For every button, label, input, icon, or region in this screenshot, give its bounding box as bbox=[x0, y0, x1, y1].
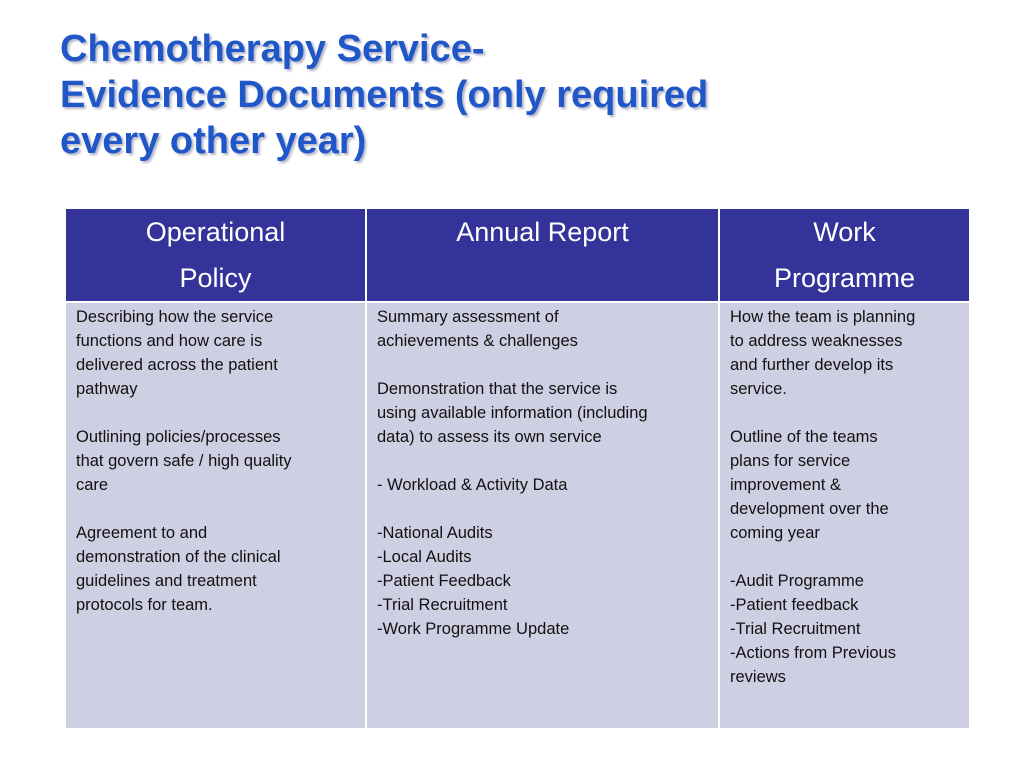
cell-line: Demonstration that the service is bbox=[377, 380, 618, 398]
slide-title: Chemotherapy Service- Evidence Documents… bbox=[60, 26, 960, 164]
cell-line: -Audit Programme bbox=[730, 572, 864, 590]
cell-line: achievements & challenges bbox=[377, 332, 578, 350]
cell-line: Operational bbox=[145, 217, 286, 247]
cell-line: Summary assessment of bbox=[377, 308, 559, 326]
cell-line: Programme bbox=[773, 263, 916, 293]
header-operational-policy: Operational Policy bbox=[64, 207, 367, 303]
cell-line: improvement & bbox=[730, 476, 841, 494]
cell-line: using available information (including bbox=[377, 404, 648, 422]
cell-line: coming year bbox=[730, 524, 820, 542]
title-line: Chemotherapy Service- bbox=[60, 28, 485, 70]
cell-operational-policy: Describing how the service functions and … bbox=[64, 301, 367, 730]
cell-line: Work bbox=[813, 217, 876, 247]
cell-line: and further develop its bbox=[730, 356, 894, 374]
cell-line: Policy bbox=[179, 263, 252, 293]
cell-line: to address weaknesses bbox=[730, 332, 903, 350]
cell-line bbox=[377, 449, 708, 473]
cell-line: -Work Programme Update bbox=[377, 620, 570, 638]
cell-line: delivered across the patient bbox=[76, 356, 278, 374]
cell-line bbox=[76, 401, 355, 425]
header-annual-report: Annual Report bbox=[365, 207, 720, 303]
cell-line bbox=[377, 353, 708, 377]
cell-line: -Trial Recruitment bbox=[730, 620, 861, 638]
cell-line: that govern safe / high quality bbox=[76, 452, 292, 470]
cell-line: development over the bbox=[730, 500, 889, 518]
title-line: Evidence Documents (only required bbox=[60, 74, 709, 116]
cell-line: reviews bbox=[730, 668, 786, 686]
header-work-programme: Work Programme bbox=[718, 207, 971, 303]
cell-line: care bbox=[76, 476, 109, 494]
cell-line: Outlining policies/processes bbox=[76, 428, 281, 446]
cell-annual-report: Summary assessment of achievements & chal… bbox=[365, 301, 720, 730]
cell-line: Agreement to and bbox=[76, 524, 208, 542]
cell-line: functions and how care is bbox=[76, 332, 263, 350]
cell-line: Outline of the teams bbox=[730, 428, 878, 446]
cell-work-programme: How the team is planning to address weakn… bbox=[718, 301, 971, 730]
cell-line: demonstration of the clinical bbox=[76, 548, 281, 566]
cell-line bbox=[730, 545, 959, 569]
cell-line bbox=[377, 497, 708, 521]
cell-line: - Workload & Activity Data bbox=[377, 476, 568, 494]
cell-line: Describing how the service bbox=[76, 308, 274, 326]
evidence-documents-table: Operational Policy Annual Report Work Prog… bbox=[64, 207, 971, 730]
cell-line: pathway bbox=[76, 380, 138, 398]
table-body-row: Describing how the service functions and … bbox=[64, 301, 971, 730]
cell-line: -Patient Feedback bbox=[377, 572, 511, 590]
cell-line: -Actions from Previous bbox=[730, 644, 896, 662]
cell-line: How the team is planning bbox=[730, 308, 916, 326]
cell-line bbox=[76, 497, 355, 521]
cell-line: -Trial Recruitment bbox=[377, 596, 508, 614]
cell-line: service. bbox=[730, 380, 787, 398]
table-header-row: Operational Policy Annual Report Work Prog… bbox=[64, 207, 971, 303]
cell-line: protocols for team. bbox=[76, 596, 213, 614]
cell-line: -Local Audits bbox=[377, 548, 472, 566]
cell-line: -National Audits bbox=[377, 524, 493, 542]
cell-line: Annual Report bbox=[456, 217, 629, 247]
cell-line: data) to assess its own service bbox=[377, 428, 602, 446]
cell-line: plans for service bbox=[730, 452, 851, 470]
title-line: every other year) bbox=[60, 120, 367, 162]
cell-line: -Patient feedback bbox=[730, 596, 859, 614]
cell-line bbox=[730, 401, 959, 425]
cell-line: guidelines and treatment bbox=[76, 572, 257, 590]
